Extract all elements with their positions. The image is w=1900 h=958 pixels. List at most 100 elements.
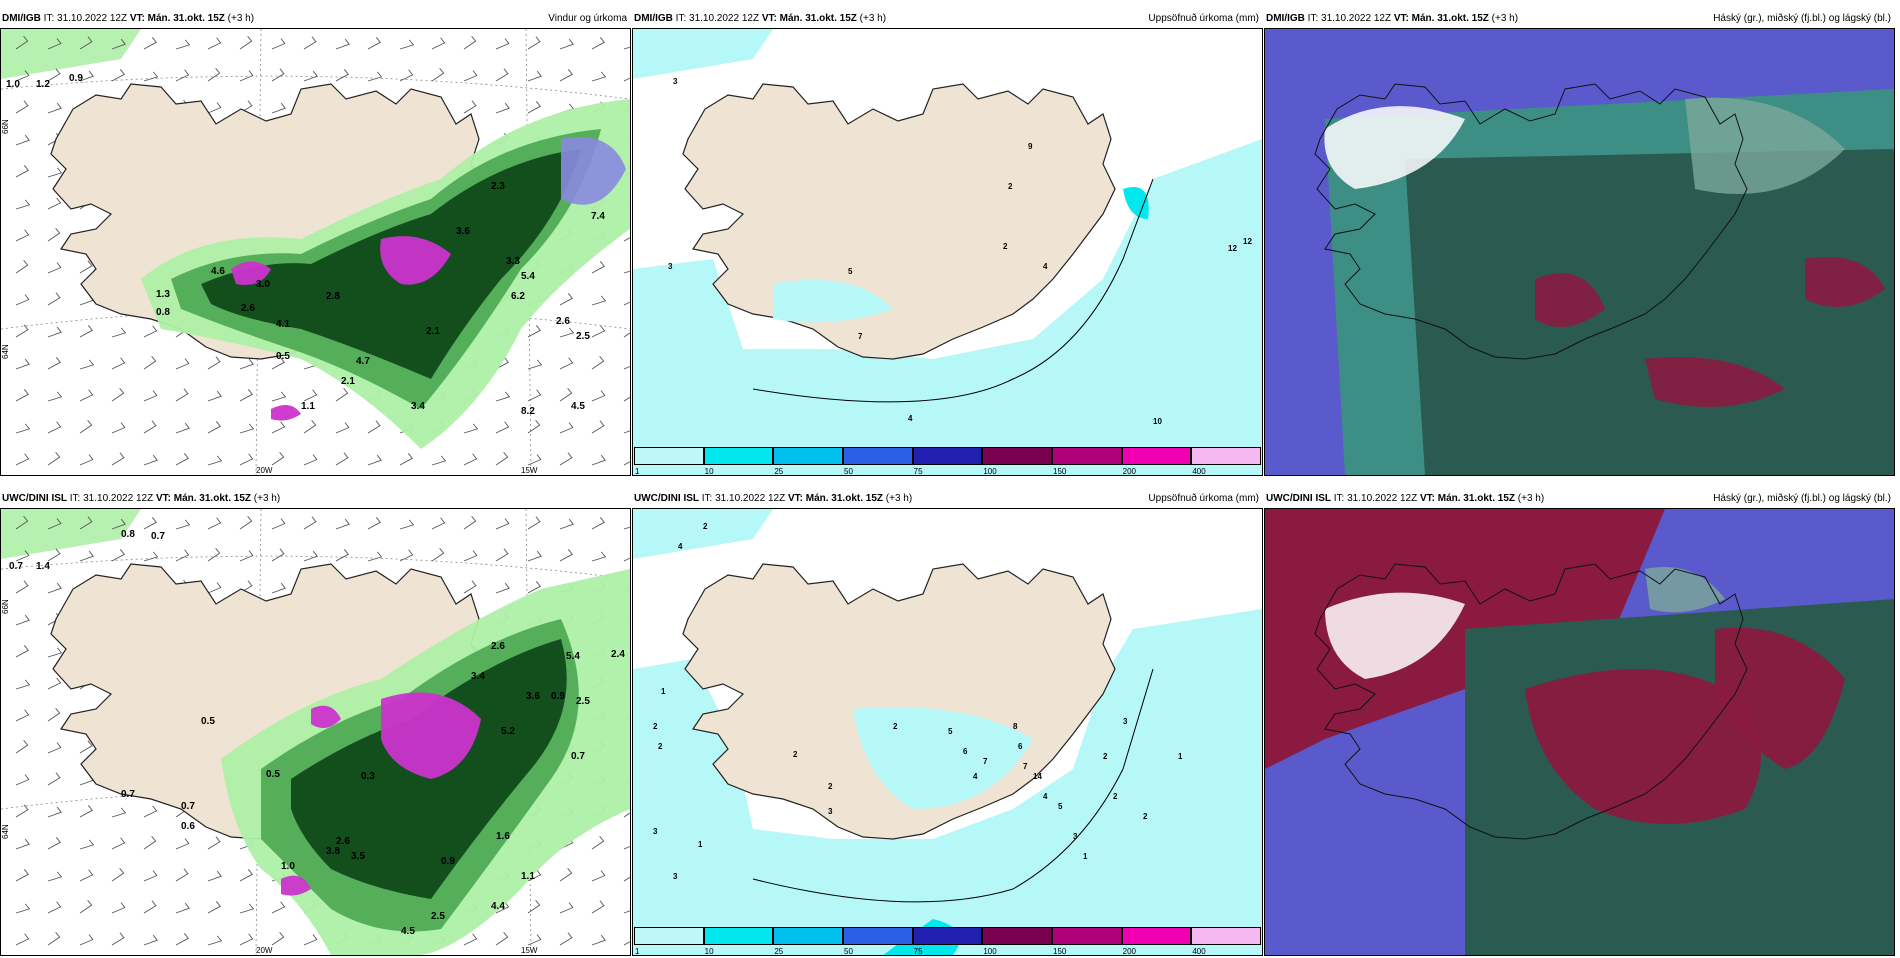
panel-header: UWC/DINI ISL IT: 31.10.2022 12Z VT: Mán.… <box>634 493 1259 504</box>
map-frame: 2 4 1 2 2 3 3 1 2 2 3 2 5 6 7 4 8 6 7 14 4 5 3 1 2 2 3 1 2 1 10 25 50 75… <box>632 508 1263 956</box>
value-label: 5 <box>948 727 953 736</box>
graticule <box>1 29 630 475</box>
value-label: 0.5 <box>276 351 290 362</box>
colorbar-swatch <box>982 927 1052 945</box>
value-label: 4.5 <box>571 401 585 412</box>
value-label: 2.1 <box>341 376 355 387</box>
value-label: 4.4 <box>491 901 505 912</box>
value-label: 0.7 <box>9 561 23 572</box>
value-label: 2.1 <box>426 326 440 337</box>
cloud-area <box>1324 106 1465 189</box>
value-label: 2.4 <box>611 649 625 660</box>
precip-area <box>1 509 141 559</box>
value-label: 0.9 <box>69 73 83 84</box>
axis-tick-label: 66N <box>1 599 10 614</box>
value-label: 0.9 <box>551 691 565 702</box>
panel-header: UWC/DINI ISL IT: 31.10.2022 12Z VT: Mán.… <box>1266 493 1891 504</box>
value-label: 1 <box>661 687 666 696</box>
colorbar-swatch <box>634 927 704 945</box>
value-label: 4.7 <box>356 356 370 367</box>
map-frame: 3 3 5 7 4 4 2 2 9 12 10 12 1 10 25 50 75 100 150 200 400 <box>632 28 1263 476</box>
value-label: 2 <box>703 522 708 531</box>
colorbar-label: 50 <box>844 947 853 956</box>
precip-area-heavy <box>381 692 481 779</box>
axis-tick-label: 15W <box>521 466 538 475</box>
colorbar-swatch <box>843 447 913 465</box>
value-label: 1.1 <box>521 871 535 882</box>
value-label: 10 <box>1153 417 1162 426</box>
value-label: 2 <box>1143 812 1148 821</box>
colorbar-swatch <box>1052 447 1122 465</box>
colorbar-swatch <box>703 447 774 465</box>
value-label: 6 <box>963 747 968 756</box>
value-label: 2.6 <box>491 641 505 652</box>
cloud-area <box>1525 669 1761 824</box>
panel-header: DMI/IGB IT: 31.10.2022 12Z VT: Mán. 31.o… <box>1266 13 1891 24</box>
value-label: 4 <box>1043 262 1048 271</box>
cloud-area <box>1535 273 1605 327</box>
value-label: 2 <box>828 782 833 791</box>
value-label: 0.7 <box>121 789 135 800</box>
value-label: 2 <box>658 742 663 751</box>
colorbar-swatch <box>773 447 843 465</box>
map-frame <box>1264 28 1895 476</box>
precip-area-heavy <box>271 405 301 421</box>
value-label: 6.2 <box>511 291 525 302</box>
colorbar-swatch <box>1121 447 1192 465</box>
colorbar-label: 100 <box>983 467 997 476</box>
value-label: 4.1 <box>276 319 290 330</box>
value-label: 2.6 <box>241 303 255 314</box>
colorbar-swatch <box>912 447 983 465</box>
value-label: 2.6 <box>336 836 350 847</box>
value-label: 1 <box>1178 752 1183 761</box>
colorbar-label: 10 <box>704 467 714 476</box>
value-label: 1.0 <box>281 861 295 872</box>
value-label: 0.7 <box>571 751 585 762</box>
value-label: 4.6 <box>211 266 225 277</box>
value-label: 4 <box>908 414 913 423</box>
colorbar-swatch <box>1191 927 1261 945</box>
colorbar-label: 10 <box>704 947 714 956</box>
panel-accum-precip-uwc: UWC/DINI ISL IT: 31.10.2022 12Z VT: Mán.… <box>632 490 1263 958</box>
map-frame: 1.0 1.2 0.9 4.6 3.0 2.6 2.8 4.1 4.7 3.4 2.1 1.3 0.8 0… <box>0 28 631 476</box>
value-label: 1 <box>698 840 703 849</box>
colorbar-swatch <box>1121 927 1192 945</box>
value-label: 0.3 <box>361 771 375 782</box>
value-label: 2 <box>1003 242 1008 251</box>
value-label: 2.5 <box>576 696 590 707</box>
value-label: 0.6 <box>181 821 195 832</box>
value-label: 1.4 <box>36 561 50 572</box>
value-label: 5.2 <box>501 726 515 737</box>
axis-tick-label: 20W <box>256 466 273 475</box>
accum-precip-map: 3 3 5 7 4 4 2 2 9 12 10 12 <box>633 29 1262 475</box>
panel-wind-precip-uwc: UWC/DINI ISL IT: 31.10.2022 12Z VT: Mán.… <box>0 490 631 958</box>
colorbar-label: 50 <box>844 467 853 476</box>
panel-wind-precip-dmi: DMI/IGB IT: 31.10.2022 12Z VT: Mán. 31.o… <box>0 10 631 478</box>
value-label: 4 <box>1043 792 1048 801</box>
value-label: 0.8 <box>121 529 135 540</box>
precip-area <box>633 29 773 79</box>
value-label: 8.2 <box>521 406 535 417</box>
colorbar-swatch <box>773 927 843 945</box>
colorbar-label: 75 <box>913 467 923 476</box>
colorbar-label: 400 <box>1192 467 1206 476</box>
value-label: 3.0 <box>256 279 270 290</box>
precip-area-heavy <box>380 236 451 285</box>
cloud-area <box>1715 627 1845 769</box>
wind-precip-map: 1.0 1.2 0.9 4.6 3.0 2.6 2.8 4.1 4.7 3.4 2.1 1.3 0.8 0… <box>1 29 630 475</box>
value-label: 3.3 <box>506 256 520 267</box>
value-label: 1.6 <box>496 831 510 842</box>
value-label: 4 <box>678 542 683 551</box>
panel-header: DMI/IGB IT: 31.10.2022 12Z VT: Mán. 31.o… <box>634 13 1259 24</box>
colorbar-swatch <box>912 927 983 945</box>
value-label: 3.6 <box>456 226 470 237</box>
wind-precip-map: 0.70.8 0.71.40.50.70.50.70.60.91.03.8 3.52… <box>1 509 630 955</box>
precip-colorbar: 1 10 25 50 75 100 150 200 400 <box>634 447 1262 476</box>
map-frame <box>1264 508 1895 956</box>
value-label: 12 <box>1243 237 1252 246</box>
colorbar-label: 200 <box>1122 467 1137 476</box>
precip-area <box>1 29 141 79</box>
value-label: 1.0 <box>6 79 20 90</box>
panel-accum-precip-dmi: DMI/IGB IT: 31.10.2022 12Z VT: Mán. 31.o… <box>632 10 1263 478</box>
value-label: 12 <box>1228 244 1237 253</box>
